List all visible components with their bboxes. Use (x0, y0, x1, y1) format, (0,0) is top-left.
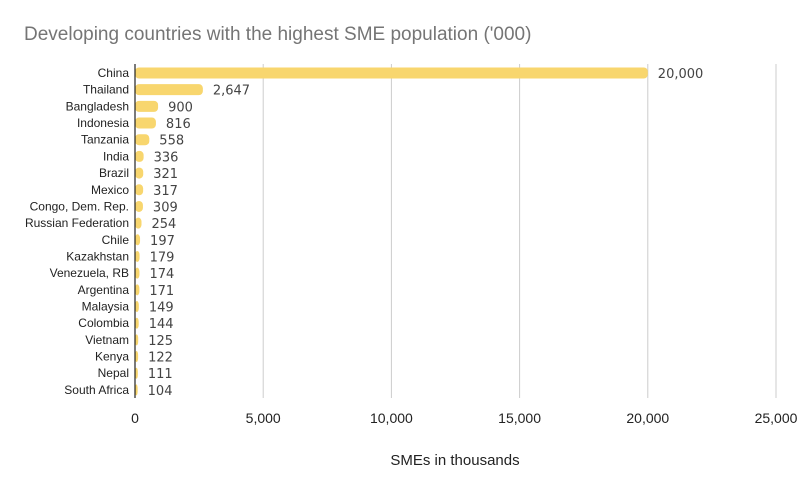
bar (135, 284, 140, 296)
category-label: Russian Federation (25, 216, 129, 230)
category-label: Tanzania (81, 133, 129, 147)
bar (135, 184, 144, 196)
data-label: 558 (159, 134, 184, 149)
data-label: 179 (150, 250, 175, 265)
category-label: Thailand (83, 83, 129, 97)
category-label: Venezuela, RB (50, 266, 129, 280)
category-label: India (103, 149, 129, 163)
data-label: 197 (150, 234, 175, 249)
category-label: China (98, 66, 130, 80)
data-label: 149 (149, 301, 174, 316)
data-label: 900 (168, 100, 193, 115)
data-label: 174 (149, 267, 174, 282)
data-label: 171 (149, 284, 174, 299)
x-tick-label: 25,000 (755, 410, 798, 426)
data-label: 144 (149, 317, 174, 332)
bar (135, 150, 144, 162)
category-label: Kenya (95, 350, 129, 364)
category-label: Congo, Dem. Rep. (30, 199, 129, 213)
x-tick-label: 15,000 (498, 410, 541, 426)
data-label: 111 (148, 367, 173, 382)
bar (135, 84, 203, 96)
data-label: 104 (148, 384, 173, 399)
data-label: 816 (166, 117, 191, 132)
data-label: 336 (154, 150, 179, 165)
bar (135, 351, 139, 363)
bar (135, 334, 139, 346)
category-label: Chile (102, 233, 130, 247)
chart-title: Developing countries with the highest SM… (24, 24, 532, 45)
bar (135, 134, 150, 146)
bar (135, 67, 648, 79)
x-tick-label: 10,000 (370, 410, 413, 426)
data-label: 309 (153, 200, 178, 215)
bar (135, 234, 141, 246)
data-label: 254 (152, 217, 177, 232)
category-label: Bangladesh (66, 99, 129, 113)
x-axis-title: SMEs in thousands (390, 452, 520, 469)
category-label: South Africa (64, 383, 129, 397)
bar (135, 200, 143, 212)
bar (135, 367, 138, 379)
bar (135, 117, 156, 129)
data-label: 122 (148, 351, 173, 366)
category-label: Colombia (78, 316, 129, 330)
data-label: 125 (148, 334, 173, 349)
bar (135, 267, 140, 279)
bar (135, 384, 138, 396)
x-tick-label: 5,000 (246, 410, 281, 426)
bar (135, 317, 139, 329)
category-label: Kazakhstan (66, 249, 129, 263)
data-label: 2,647 (213, 84, 250, 99)
category-label: Mexico (91, 183, 129, 197)
x-tick-label: 0 (131, 410, 139, 426)
category-label: Malaysia (82, 300, 130, 314)
category-label: Nepal (98, 366, 129, 380)
bar (135, 250, 140, 262)
data-label: 317 (153, 184, 178, 199)
category-label: Brazil (99, 166, 129, 180)
category-label: Indonesia (77, 116, 129, 130)
category-label: Argentina (78, 283, 130, 297)
bar (135, 217, 142, 229)
bar (135, 100, 159, 112)
data-label: 321 (153, 167, 178, 182)
data-label: 20,000 (658, 67, 704, 82)
category-label: Vietnam (85, 333, 129, 347)
bar (135, 301, 139, 313)
x-tick-label: 20,000 (626, 410, 669, 426)
bar (135, 167, 144, 179)
